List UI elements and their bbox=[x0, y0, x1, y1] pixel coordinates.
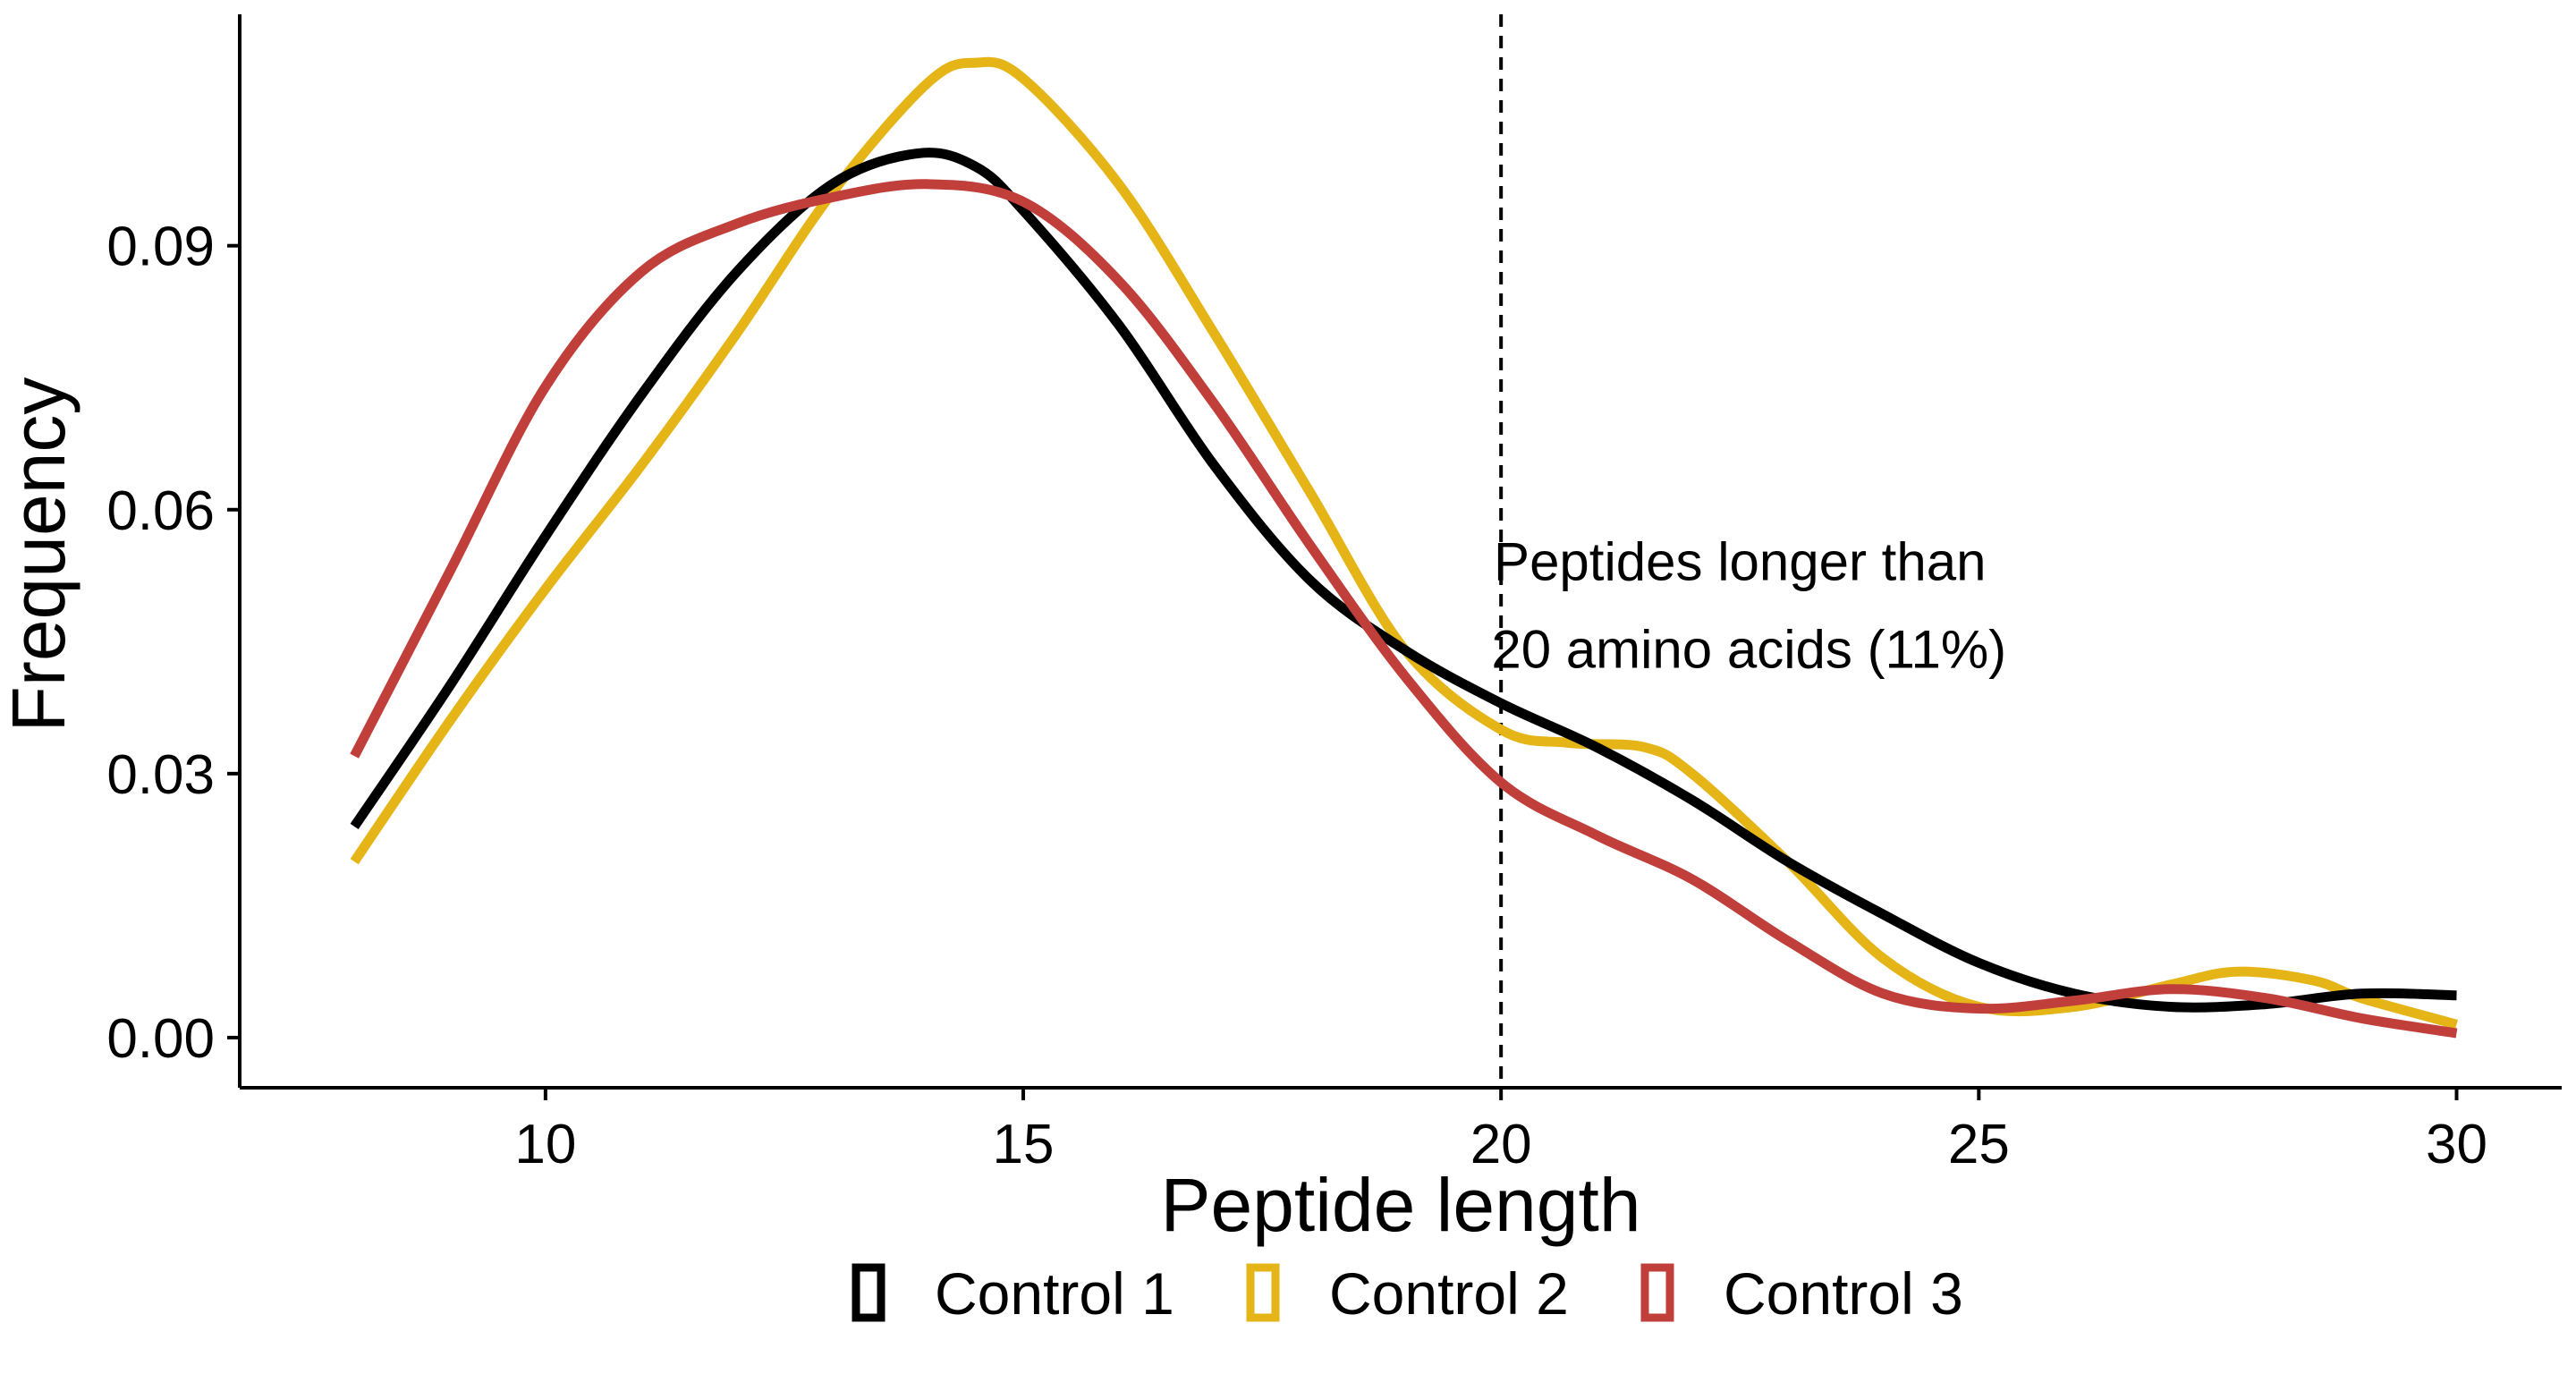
legend-swatch bbox=[1246, 1263, 1280, 1322]
y-axis-title: Frequency bbox=[0, 377, 80, 733]
legend-swatch bbox=[852, 1263, 886, 1322]
y-tick-label: 0.00 bbox=[106, 1008, 215, 1070]
x-tick-label: 25 bbox=[1948, 1114, 2010, 1175]
annotation-line-1: Peptides longer than bbox=[1494, 531, 1986, 591]
axes bbox=[238, 14, 2562, 1090]
legend-label: Control 1 bbox=[935, 1260, 1174, 1327]
y-tick-label: 0.06 bbox=[106, 480, 215, 542]
x-tick-label: 20 bbox=[1470, 1114, 1532, 1175]
legend-label: Control 3 bbox=[1724, 1260, 1963, 1327]
series-group bbox=[350, 56, 2458, 1039]
series-line-control-1 bbox=[350, 148, 2457, 1013]
series-line-control-3 bbox=[350, 179, 2458, 1039]
legend-swatch bbox=[1640, 1263, 1674, 1322]
series-line-control-2 bbox=[350, 56, 2458, 1030]
x-ticks: 10 15 20 25 30 bbox=[514, 1088, 2487, 1175]
y-tick-label: 0.03 bbox=[106, 744, 215, 806]
legend-label: Control 2 bbox=[1329, 1260, 1569, 1327]
y-tick-label: 0.09 bbox=[106, 216, 215, 278]
x-tick-label: 15 bbox=[993, 1114, 1055, 1175]
x-axis-title: Peptide length bbox=[1160, 1163, 1640, 1247]
x-tick-label: 10 bbox=[514, 1114, 576, 1175]
annotation: Peptides longer than 20 amino acids (11%… bbox=[1491, 531, 2006, 679]
legend: Control 1 Control 2 Control 3 bbox=[852, 1260, 1963, 1327]
x-tick-label: 30 bbox=[2426, 1114, 2487, 1175]
y-ticks: 0.00 0.03 0.06 0.09 bbox=[106, 216, 240, 1070]
annotation-line-2: 20 amino acids (11%) bbox=[1491, 619, 2006, 679]
